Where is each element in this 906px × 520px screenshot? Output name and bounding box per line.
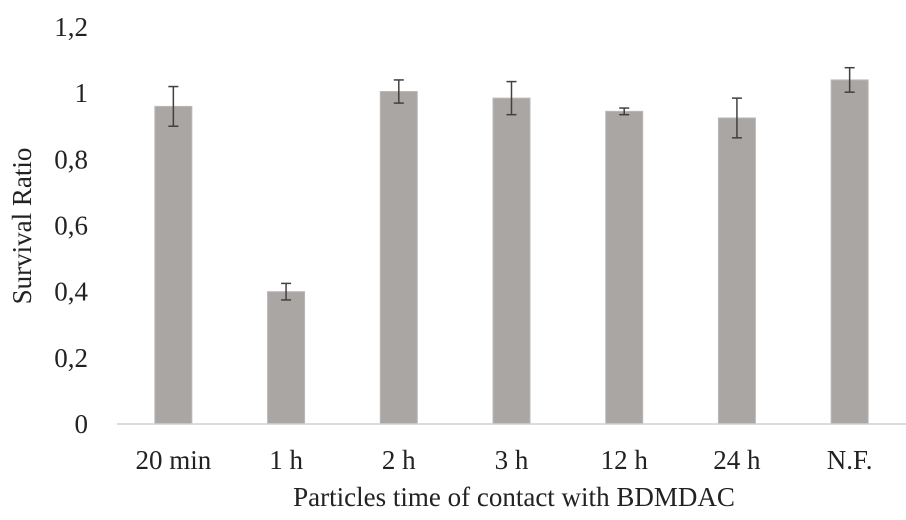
x-axis-ticks: 20 min 1 h 2 h 3 h 12 h 24 h N.F.	[135, 445, 872, 475]
bar	[379, 91, 418, 425]
x-tick-label: 3 h	[495, 445, 529, 475]
y-axis-title: Survival Ratio	[7, 148, 37, 305]
x-tick-label: 24 h	[713, 445, 761, 475]
y-tick-label: 0,8	[54, 144, 88, 174]
bar	[605, 110, 644, 425]
error-bar	[168, 85, 179, 127]
x-axis-title: Particles time of contact with BDMDAC	[293, 482, 735, 512]
x-tick-label: 20 min	[135, 445, 211, 475]
y-tick-label: 1,2	[54, 12, 88, 42]
error-bar	[506, 80, 517, 116]
bar	[717, 117, 756, 425]
x-tick-label: 1 h	[269, 445, 303, 475]
x-tick-label: N.F.	[827, 445, 873, 475]
bars	[154, 79, 869, 425]
bar	[830, 79, 869, 425]
error-bar	[393, 79, 404, 104]
bar	[492, 97, 531, 425]
y-axis-ticks: 0 0,2 0,4 0,6 0,8 1 1,2	[54, 12, 88, 439]
x-tick-label: 12 h	[601, 445, 649, 475]
error-bars	[168, 66, 855, 301]
error-bar	[281, 282, 292, 301]
y-tick-label: 0	[75, 409, 89, 439]
y-tick-label: 1	[75, 78, 89, 108]
error-bar	[731, 97, 742, 139]
y-tick-label: 0,2	[54, 343, 88, 373]
bar	[154, 105, 193, 425]
error-bar	[619, 107, 630, 116]
bar	[267, 291, 306, 425]
y-tick-label: 0,4	[54, 277, 88, 307]
error-bar	[844, 66, 855, 93]
y-tick-label: 0,6	[54, 211, 88, 241]
x-tick-label: 2 h	[382, 445, 416, 475]
